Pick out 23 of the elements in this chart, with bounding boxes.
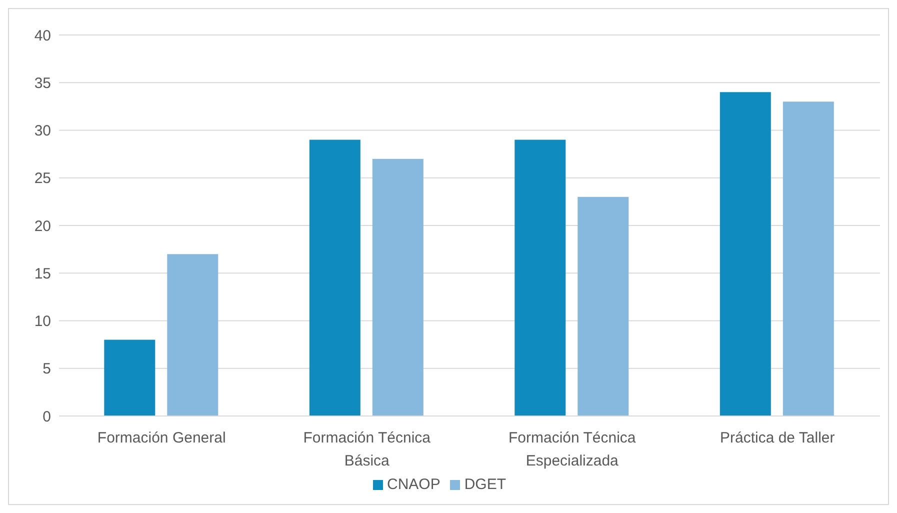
- x-tick-label: Formación Técnica Especializada: [508, 430, 636, 470]
- y-tick-label: 15: [34, 265, 51, 282]
- bar: [782, 102, 834, 416]
- y-tick-label: 25: [34, 170, 51, 188]
- y-tick-label: 20: [34, 218, 51, 235]
- x-tick-label: Formación General: [97, 430, 226, 447]
- y-tick-label: 40: [34, 27, 51, 44]
- bar: [104, 340, 156, 416]
- x-tick-label: Práctica de Taller: [720, 430, 835, 447]
- y-tick-label: 10: [34, 313, 51, 330]
- y-tick-label: 30: [34, 122, 51, 140]
- bar: [167, 254, 218, 416]
- y-tick-label: 5: [42, 360, 51, 378]
- legend-label: CNAOP: [386, 476, 440, 493]
- bar: [578, 196, 629, 416]
- bar: [372, 158, 424, 416]
- y-tick-label: 0: [42, 408, 51, 426]
- y-tick-label: 35: [34, 74, 51, 92]
- bar: [720, 92, 771, 416]
- x-tick-label: Formación Técnica Básica: [303, 430, 432, 470]
- bar: [309, 140, 360, 416]
- bar: [514, 140, 566, 416]
- legend-label: DGET: [464, 476, 506, 493]
